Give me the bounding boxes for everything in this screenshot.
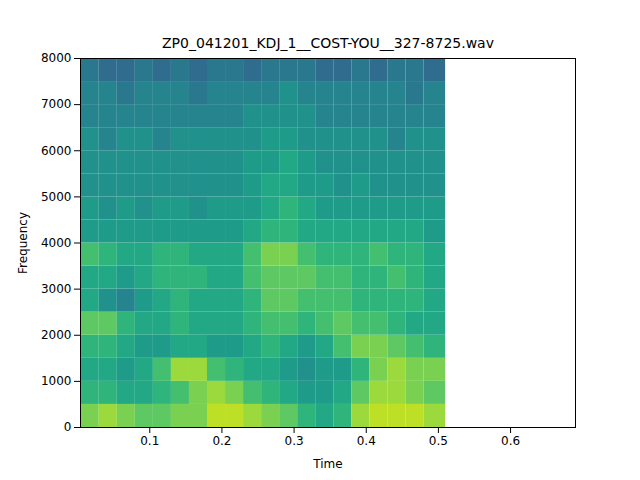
svg-text:Frequency: Frequency [16,212,30,274]
svg-text:0.3: 0.3 [285,434,304,448]
svg-text:2000: 2000 [41,328,72,342]
svg-text:7000: 7000 [41,97,72,111]
svg-text:3000: 3000 [41,282,72,296]
svg-text:1000: 1000 [41,374,72,388]
svg-text:4000: 4000 [41,236,72,250]
svg-text:0.1: 0.1 [140,434,159,448]
svg-text:5000: 5000 [41,190,72,204]
svg-text:0: 0 [64,420,72,434]
svg-text:ZP0_041201_KDJ_1__COST-YOU__32: ZP0_041201_KDJ_1__COST-YOU__327-8725.wav [162,35,494,51]
svg-text:0.2: 0.2 [212,434,231,448]
svg-text:0.4: 0.4 [357,434,376,448]
svg-text:Time: Time [312,457,342,471]
svg-text:8000: 8000 [41,51,72,65]
svg-text:0.5: 0.5 [429,434,448,448]
svg-text:6000: 6000 [41,144,72,158]
svg-text:0.6: 0.6 [501,434,520,448]
